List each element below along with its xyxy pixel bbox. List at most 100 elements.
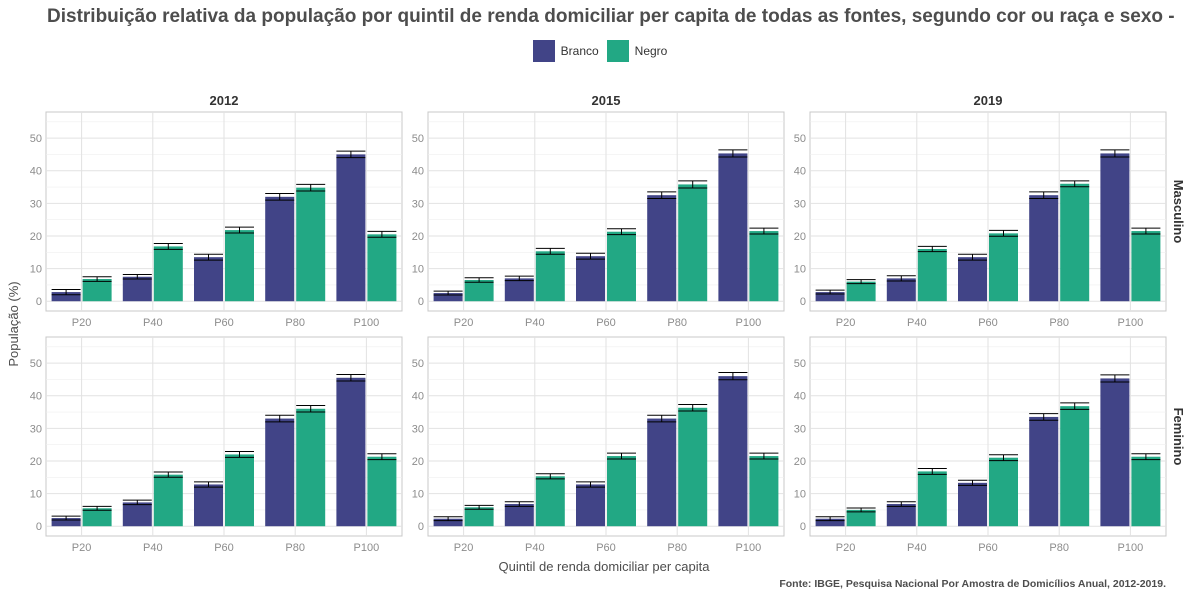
chart-title: Distribuição relativa da população por q… <box>47 6 1175 27</box>
bar-negro <box>1131 456 1161 527</box>
y-tick-label: 50 <box>412 358 424 370</box>
x-tick-label: P20 <box>72 317 92 329</box>
x-tick-label: P80 <box>285 317 305 329</box>
facet-label-2015: 2015 <box>592 93 621 108</box>
bar-branco <box>958 257 987 302</box>
y-tick-label: 10 <box>794 264 806 276</box>
bar-branco <box>1029 416 1059 527</box>
y-tick-label: 20 <box>412 231 424 243</box>
y-tick-label: 20 <box>794 456 806 468</box>
bar-branco <box>336 154 366 302</box>
x-tick-label: P20 <box>454 317 474 329</box>
bar-negro <box>296 187 326 302</box>
x-tick-label: P80 <box>285 542 305 554</box>
bar-negro <box>153 246 183 302</box>
bar-branco <box>336 377 366 527</box>
bar-negro <box>989 233 1018 302</box>
bar-negro <box>989 457 1018 527</box>
y-tick-label: 50 <box>30 133 42 145</box>
x-tick-label: P20 <box>454 542 474 554</box>
y-tick-label: 50 <box>30 358 42 370</box>
bar-branco <box>576 256 605 302</box>
bar-negro <box>678 407 708 527</box>
bar-negro <box>82 279 112 302</box>
legend-swatch-branco <box>532 40 555 62</box>
x-tick-label: P100 <box>1118 317 1144 329</box>
bar-branco <box>647 418 677 527</box>
y-tick-label: 40 <box>30 391 42 403</box>
y-tick-label: 20 <box>412 456 424 468</box>
x-tick-label: P20 <box>836 542 856 554</box>
x-tick-label: P60 <box>596 542 616 554</box>
y-tick-label: 40 <box>794 166 806 178</box>
y-tick-label: 50 <box>794 133 806 145</box>
bar-negro <box>1060 406 1090 527</box>
bar-branco <box>718 153 748 302</box>
bar-branco <box>815 292 845 302</box>
x-tick-label: P80 <box>1049 317 1069 329</box>
bar-branco <box>504 504 534 527</box>
bar-branco <box>504 278 534 302</box>
y-tick-label: 30 <box>30 198 42 210</box>
bar-negro <box>846 281 876 302</box>
y-tick-label: 40 <box>412 391 424 403</box>
bar-branco <box>194 257 223 302</box>
bar-negro <box>367 456 397 527</box>
x-tick-label: P60 <box>978 542 998 554</box>
y-tick-label: 0 <box>36 521 42 533</box>
legend-label-branco: Branco <box>560 44 599 58</box>
bar-negro <box>1131 231 1161 302</box>
legend-swatch-negro <box>606 40 629 62</box>
bar-branco <box>576 484 605 527</box>
facet-label-masculino: Masculino <box>1171 180 1186 244</box>
bar-branco <box>51 518 81 527</box>
y-tick-label: 20 <box>30 456 42 468</box>
bar-negro <box>82 508 112 527</box>
bar-branco <box>433 293 463 302</box>
x-tick-label: P100 <box>1118 542 1144 554</box>
bar-branco <box>647 195 677 302</box>
bar-negro <box>1060 183 1090 302</box>
bar-negro <box>846 509 876 527</box>
y-tick-label: 30 <box>412 198 424 210</box>
bar-branco <box>958 482 987 527</box>
x-tick-label: P40 <box>907 317 927 329</box>
x-tick-label: P40 <box>907 542 927 554</box>
y-tick-label: 0 <box>800 296 806 308</box>
y-tick-label: 40 <box>30 166 42 178</box>
x-tick-label: P40 <box>525 317 545 329</box>
facet-label-2019: 2019 <box>974 93 1003 108</box>
x-axis-title: Quintil de renda domiciliar per capita <box>499 559 711 574</box>
x-tick-label: P20 <box>836 317 856 329</box>
facet-label-feminino: Feminino <box>1171 408 1186 466</box>
bar-branco <box>122 502 152 527</box>
y-tick-label: 10 <box>794 489 806 501</box>
bar-branco <box>433 518 463 527</box>
bar-negro <box>464 507 494 527</box>
x-tick-label: P60 <box>978 317 998 329</box>
y-tick-label: 30 <box>30 423 42 435</box>
bar-branco <box>1100 153 1130 302</box>
bar-branco <box>886 504 916 527</box>
bar-negro <box>464 280 494 302</box>
bar-negro <box>225 230 254 302</box>
bar-negro <box>535 476 565 527</box>
bar-branco <box>1029 195 1059 302</box>
facet-label-2012: 2012 <box>210 93 239 108</box>
x-tick-label: P20 <box>72 542 92 554</box>
bar-negro <box>607 456 636 527</box>
bar-negro <box>153 474 183 527</box>
legend-item-branco: Branco <box>532 40 599 62</box>
y-tick-label: 0 <box>418 296 424 308</box>
bar-negro <box>678 184 708 302</box>
bar-branco <box>122 276 152 302</box>
y-tick-label: 0 <box>36 296 42 308</box>
bar-branco <box>194 484 223 527</box>
legend-item-negro: Negro <box>606 40 667 62</box>
y-tick-label: 30 <box>794 423 806 435</box>
y-tick-label: 10 <box>30 489 42 501</box>
bar-negro <box>296 408 326 527</box>
x-tick-label: P60 <box>596 317 616 329</box>
y-tick-label: 50 <box>412 133 424 145</box>
